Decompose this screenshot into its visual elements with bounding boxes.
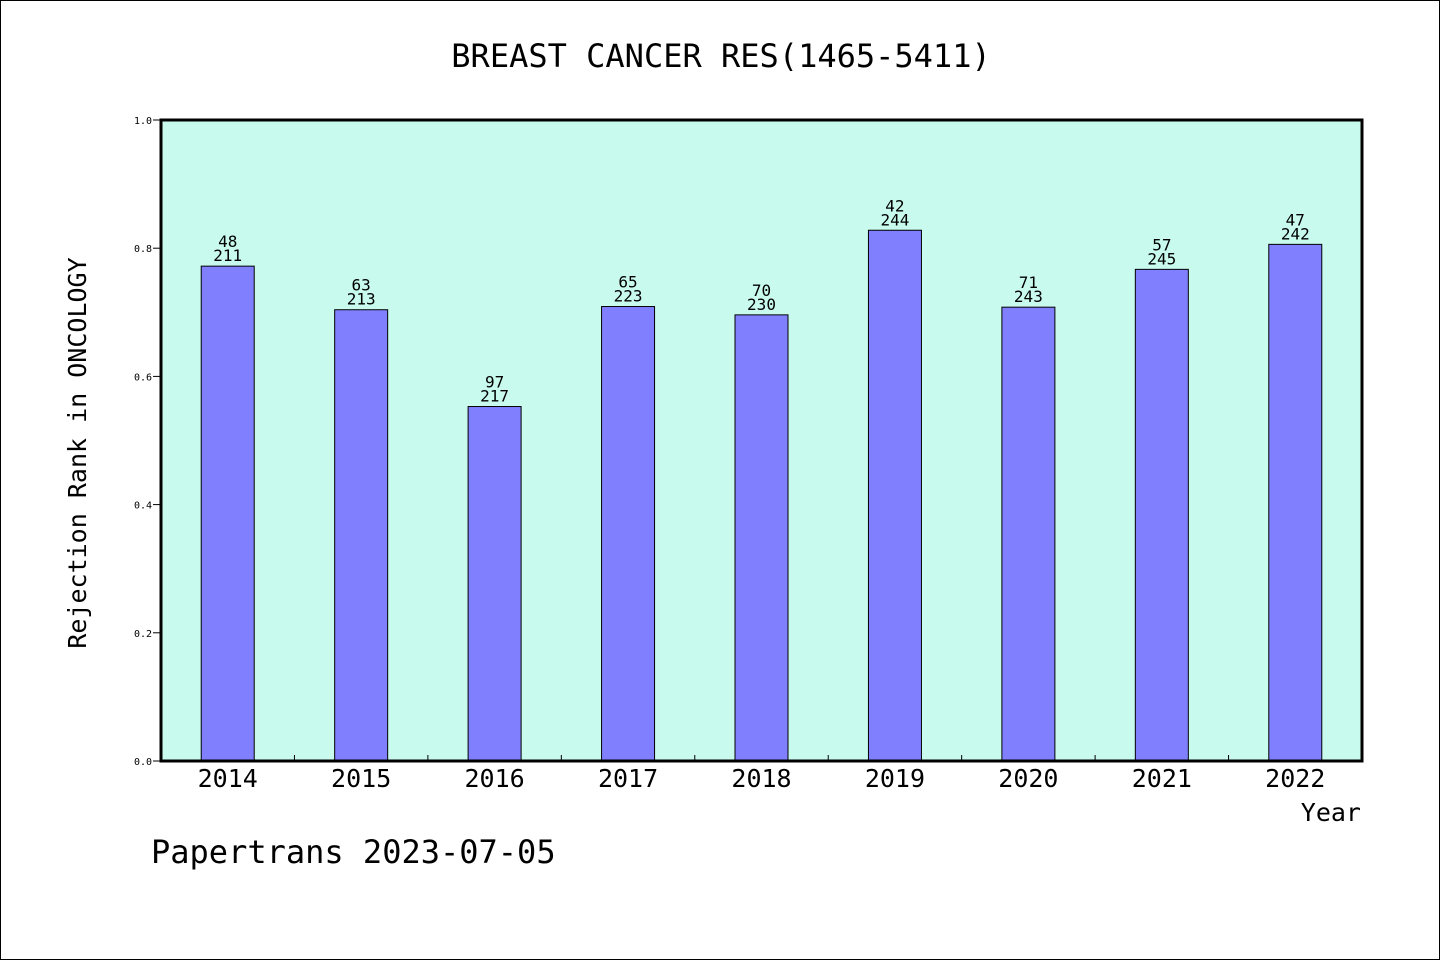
bar-label-top: 71 [1019,273,1038,292]
x-tick-label: 2018 [731,764,791,793]
y-tick-label: 1.0 [134,116,152,127]
bar-label-bottom: 243 [1014,287,1043,306]
bar-2020 [1001,306,1056,762]
y-tick-label: 0.0 [134,757,152,768]
y-tick-label: 0.4 [134,501,152,512]
bar-2021 [1134,268,1189,762]
x-tick-label: 2016 [465,764,525,793]
bar-2016 [467,406,522,762]
bar-label-top: 63 [352,276,371,295]
x-tick-label: 2022 [1265,764,1325,793]
x-tick-label: 2014 [198,764,258,793]
bar-label-top: 65 [618,273,637,292]
bar-2018 [734,314,789,762]
x-tick-label: 2015 [331,764,391,793]
y-tick-label: 0.6 [134,372,152,383]
bar-2014 [200,265,255,762]
plot-border [159,118,1364,763]
bar-label-bottom: 211 [213,246,242,265]
bar-label-top: 42 [885,196,904,215]
x-tick-label: 2021 [1132,764,1192,793]
bar-label-top: 97 [485,373,504,392]
x-tick-label: 2017 [598,764,658,793]
bar-series [200,229,1323,762]
bar-label-bottom: 242 [1281,224,1310,243]
bar-label-top: 57 [1152,235,1171,254]
bar-label-top: 48 [218,232,237,251]
x-tick-label: 2019 [865,764,925,793]
x-axis: 2014 2015 2016 2017 2018 2019 2020 2021 2022 [198,755,1325,793]
bar-label-bottom: 230 [747,295,776,314]
y-axis-label: Rejection Rank in ONCOLOGY [63,257,92,648]
bar-label-bottom: 213 [347,290,376,309]
bar-label-top: 47 [1286,210,1305,229]
bar-2019 [867,229,922,762]
bar-2017 [601,306,656,762]
y-axis: 0.0 0.2 0.4 0.6 0.8 1.0 [134,116,161,768]
y-tick-label: 0.2 [134,629,152,640]
x-tick-label: 2020 [998,764,1058,793]
bar-label-top: 70 [752,281,771,300]
y-tick-label: 0.8 [134,244,152,255]
bar-2015 [334,309,389,762]
chart-title: BREAST CANCER RES(1465-5411) [451,37,990,75]
bar-label-bottom: 244 [880,210,909,229]
x-axis-label: Year [1301,798,1361,827]
bar-label-bottom: 217 [480,387,509,406]
bar-label-bottom: 223 [614,287,643,306]
footer-note: Papertrans 2023-07-05 [151,833,556,871]
bar-label-bottom: 245 [1147,249,1176,268]
bar-2022 [1268,243,1323,762]
